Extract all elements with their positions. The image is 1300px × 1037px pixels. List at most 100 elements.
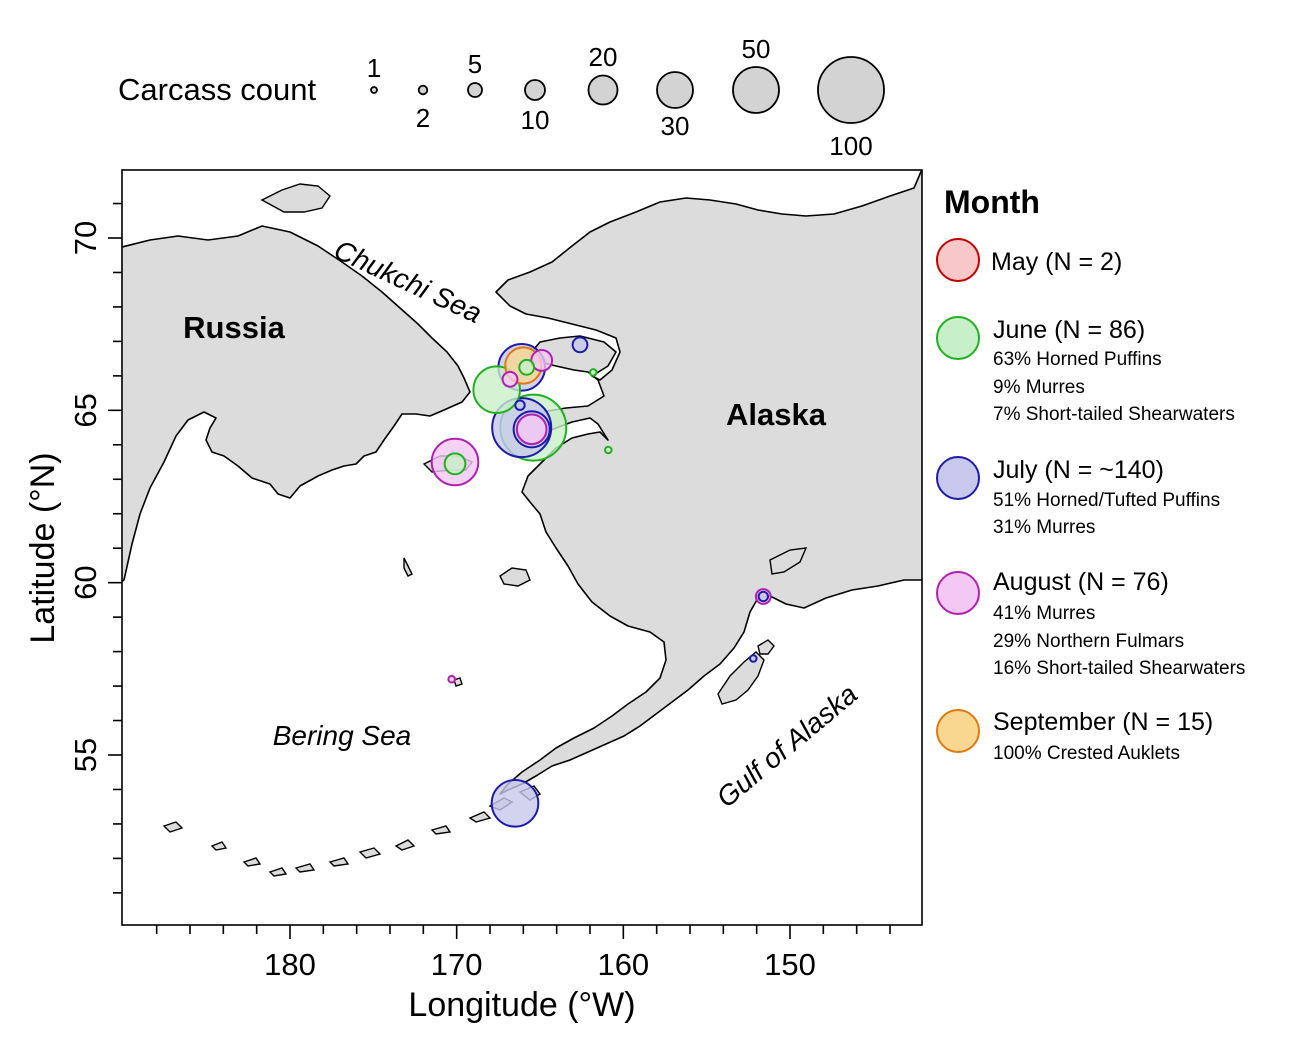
- aleutian-island: [268, 867, 288, 877]
- x-tick-label: 160: [597, 947, 649, 982]
- legend-entry-june: June (N = 86) 63% Horned Puffins 9% Murr…: [936, 316, 1235, 425]
- size-legend-circle: [417, 84, 429, 96]
- legend-detail-june: 7% Short-tailed Shearwaters: [993, 404, 1235, 425]
- size-legend-item-10: 10: [521, 79, 550, 135]
- size-legend-circle: [656, 71, 694, 109]
- aleutian-island: [430, 825, 452, 835]
- russia-landmass: [122, 225, 471, 583]
- legend-detail-august: 29% Northern Fulmars: [993, 631, 1184, 652]
- observation-marker-june: [604, 445, 613, 455]
- region-label-alaska: Alaska: [726, 397, 827, 432]
- legend-detail-june: 63% Horned Puffins: [993, 349, 1162, 370]
- kodiak-island: [717, 651, 765, 705]
- size-legend-circle: [732, 66, 780, 114]
- observation-marker-july: [757, 590, 769, 603]
- size-legend-item-30: 30: [656, 71, 694, 141]
- size-legend-label: 100: [829, 131, 872, 161]
- size-legend-circle: [587, 74, 619, 106]
- aleutian-island: [328, 857, 350, 867]
- observation-marker-august: [515, 413, 548, 446]
- legend-label-june: June (N = 86): [993, 316, 1145, 344]
- size-legend-label: 30: [661, 111, 690, 141]
- size-legend-label: 5: [468, 49, 482, 79]
- st-matthew-island: [403, 557, 413, 577]
- legend-entry-may: May (N = 2): [936, 238, 1122, 282]
- observation-marker-july: [571, 336, 589, 354]
- legend-entry-july: July (N = ~140) 51% Horned/Tufted Puffin…: [936, 456, 1220, 538]
- pribilof-island: [453, 677, 463, 687]
- size-legend-circle: [817, 56, 885, 124]
- legend-detail-august: 16% Short-tailed Shearwaters: [993, 658, 1245, 679]
- size-legend-item-100: 100: [817, 56, 885, 161]
- legend-swatch-may: [936, 238, 980, 282]
- region-label-russia: Russia: [183, 310, 285, 345]
- size-legend-label: 1: [367, 53, 381, 83]
- x-tick-label: 180: [264, 947, 316, 982]
- kenai-coast: [769, 547, 808, 575]
- x-axis-title: Longitude (°W): [408, 986, 635, 1024]
- alaska-landmass: [495, 170, 922, 795]
- observation-marker-june: [518, 358, 536, 376]
- nunivak-island: [499, 567, 531, 587]
- aleutian-island: [468, 811, 492, 823]
- legend-label-august: August (N = 76): [993, 568, 1169, 596]
- y-axis-title: Latitude (°N): [24, 452, 62, 643]
- afognak-island: [757, 639, 775, 655]
- legend-label-september: September (N = 15): [993, 708, 1213, 736]
- month-legend-title: Month: [944, 184, 1040, 220]
- size-legend-label: 2: [416, 103, 430, 133]
- size-legend-item-20: 20: [587, 42, 619, 106]
- aleutian-island: [242, 857, 262, 867]
- size-legend-item-5: 5: [467, 49, 483, 98]
- legend-label-may: May (N = 2): [991, 248, 1122, 276]
- size-legend-item-2: 2: [416, 84, 430, 133]
- legend-entry-august: August (N = 76) 41% Murres 29% Northern …: [936, 568, 1245, 679]
- legend-detail-july: 31% Murres: [993, 517, 1095, 538]
- observation-marker-july: [490, 779, 540, 828]
- observation-marker-august: [447, 674, 457, 684]
- aleutian-island: [162, 821, 184, 833]
- region-label-bering-sea: Bering Sea: [273, 720, 412, 751]
- legend-detail-july: 51% Horned/Tufted Puffins: [993, 490, 1220, 511]
- y-tick-label: 65: [68, 393, 103, 427]
- observation-marker-june: [589, 368, 598, 377]
- size-legend-circle: [467, 82, 483, 98]
- observation-marker-july: [514, 399, 526, 411]
- x-tick-label: 170: [431, 947, 483, 982]
- legend-detail-september: 100% Crested Auklets: [993, 743, 1180, 764]
- observation-marker-june: [443, 452, 467, 476]
- size-legend-title: Carcass count: [118, 72, 317, 107]
- y-tick-label: 55: [68, 738, 103, 772]
- aleutian-island: [394, 839, 416, 851]
- size-legend-circle: [370, 86, 378, 94]
- legend-swatch-june: [936, 316, 980, 360]
- observation-marker-august: [501, 370, 519, 388]
- legend-label-july: July (N = ~140): [993, 456, 1164, 484]
- legend-entry-september: September (N = 15) 100% Crested Auklets: [936, 708, 1213, 764]
- carcass-count-size-legend: Carcass count 1 2 5 10 20 30 50: [118, 34, 885, 161]
- landmasses: [122, 170, 922, 877]
- size-legend-label: 10: [521, 105, 550, 135]
- x-tick-label: 150: [764, 947, 816, 982]
- y-tick-label: 70: [68, 221, 103, 255]
- legend-detail-august: 41% Murres: [993, 603, 1095, 624]
- map-axes: 180 170 160 150 55 60 65 70: [68, 202, 891, 982]
- map-panel: Russia Alaska Chukchi Sea Bering Sea Gul…: [68, 169, 923, 982]
- legend-swatch-july: [936, 456, 980, 500]
- aleutian-island: [294, 863, 316, 873]
- size-legend-item-50: 50: [732, 34, 780, 114]
- wrangel-island: [260, 183, 331, 213]
- legend-swatch-august: [936, 571, 980, 615]
- legend-swatch-september: [936, 709, 980, 753]
- observation-markers: [430, 336, 772, 828]
- legend-detail-june: 9% Murres: [993, 377, 1085, 398]
- size-legend-item-1: 1: [367, 53, 381, 94]
- y-tick-label: 60: [68, 565, 103, 599]
- map-frame: [121, 169, 923, 926]
- size-legend-circle: [524, 79, 546, 101]
- size-legend-label: 20: [589, 42, 618, 72]
- month-legend: Month May (N = 2) June (N = 86) 63% Horn…: [936, 184, 1245, 764]
- size-legend-label: 50: [742, 34, 771, 64]
- observation-marker-july: [749, 654, 758, 663]
